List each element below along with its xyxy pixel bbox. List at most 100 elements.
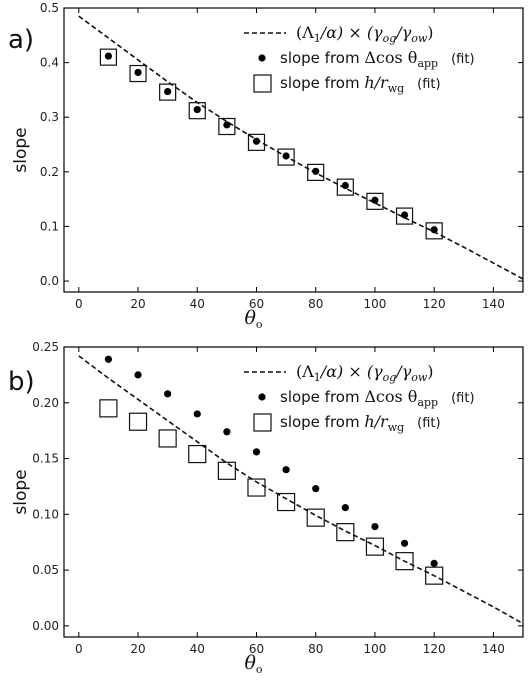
x-tick-label: 100 — [363, 642, 386, 656]
y-tick-label: 0.25 — [32, 340, 59, 354]
legend-label-h-rwg: slope from h/rwg (fit) — [280, 73, 441, 95]
point-h-rwg — [99, 399, 118, 418]
point-h-rwg — [277, 148, 295, 166]
point-h-rwg — [425, 222, 443, 240]
y-tick-label: 0.10 — [32, 507, 59, 521]
x-tick-label: 80 — [308, 642, 323, 656]
point-h-rwg — [307, 163, 325, 181]
point-cos — [341, 504, 349, 512]
y-tick-label: 0.15 — [32, 452, 59, 466]
point-cos — [371, 196, 379, 204]
point-h-rwg — [395, 207, 414, 225]
point-cos — [193, 410, 201, 418]
plot-frame — [63, 346, 524, 638]
x-tick-label: 140 — [482, 297, 505, 311]
panel-label: a) — [8, 25, 34, 55]
point-h-rwg — [218, 117, 236, 136]
legend-swatch-h-rwg — [253, 74, 272, 93]
legend: (Λ1/α) × (γog/γow) slope from Δcos θapp (… — [244, 23, 475, 95]
point-h-rwg — [99, 48, 118, 66]
y-tick-label: 0.1 — [40, 219, 59, 233]
point-cos — [371, 522, 379, 531]
x-tick-label: 120 — [423, 642, 446, 656]
chart-panel-b: 0 20 40 60 80 100 120 140 0.00 0.05 0.10 0.15 0.20 0.… — [8, 340, 524, 676]
point-cos — [164, 87, 172, 96]
x-tick-label: 0 — [75, 297, 83, 311]
x-axis-label: θo — [244, 307, 262, 331]
y-tick-label: 0.20 — [32, 396, 59, 410]
plot-frame — [63, 7, 524, 293]
legend-label-h-rwg: slope from h/rwg (fit) — [280, 412, 441, 434]
legend-label-cos: slope from Δcos θapp (fit) — [280, 48, 475, 70]
x-axis-label: θo — [244, 652, 262, 676]
point-h-rwg — [128, 412, 148, 431]
point-h-rwg — [425, 566, 444, 585]
point-cos — [134, 371, 142, 379]
point-h-rwg — [188, 102, 206, 120]
point-h-rwg — [366, 192, 384, 210]
point-cos — [164, 390, 172, 398]
x-tick-label: 20 — [130, 297, 145, 311]
y-tick-label: 0.3 — [40, 110, 59, 124]
point-h-rwg — [306, 508, 325, 527]
x-tick-label: 140 — [482, 642, 505, 656]
point-cos — [193, 105, 201, 114]
x-tick-label: 20 — [130, 642, 145, 656]
legend-swatch-cos — [258, 393, 266, 401]
point-cos — [104, 52, 113, 60]
legend: (Λ1/α) × (γog/γow) slope from Δcos θapp (… — [244, 362, 475, 434]
legend-label-theory: (Λ1/α) × (γog/γow) — [296, 23, 434, 45]
legend-label-cos: slope from Δcos θapp (fit) — [280, 387, 475, 409]
point-cos — [282, 466, 290, 474]
point-h-rwg — [247, 133, 266, 151]
x-tick-label: 40 — [190, 642, 205, 656]
x-tick-label: 100 — [363, 297, 386, 311]
point-h-rwg — [336, 178, 354, 196]
point-cos — [400, 211, 409, 219]
point-h-rwg — [159, 83, 177, 101]
point-h-rwg — [129, 64, 147, 83]
panel-label: b) — [8, 367, 35, 397]
legend-swatch-cos — [258, 54, 266, 62]
y-tick-label: 0.00 — [32, 619, 59, 633]
chart-panel-a: 0 20 40 60 80 100 120 140 0.0 0.1 0.2 0.3 0.4 0.5 slop… — [8, 1, 524, 331]
point-h-rwg — [247, 478, 266, 497]
y-axis-label: slope — [11, 469, 31, 514]
y-tick-label: 0.4 — [40, 56, 59, 70]
point-cos — [282, 152, 290, 160]
series-line-theory — [78, 15, 523, 280]
point-h-rwg — [395, 552, 414, 571]
legend-swatch-h-rwg — [253, 413, 272, 432]
point-cos — [223, 428, 231, 436]
point-cos — [430, 226, 438, 234]
point-h-rwg — [276, 492, 296, 512]
point-h-rwg — [158, 429, 177, 448]
x-tick-label: 0 — [75, 642, 83, 656]
point-cos — [312, 485, 320, 493]
point-cos — [430, 559, 438, 567]
y-tick-label: 0.05 — [32, 563, 59, 577]
point-h-rwg — [336, 523, 355, 542]
x-tick-label: 120 — [423, 297, 446, 311]
point-h-rwg — [365, 537, 385, 556]
x-tick-label: 60 — [249, 642, 264, 656]
y-tick-label: 0.0 — [40, 274, 59, 288]
x-tick-label: 80 — [308, 297, 323, 311]
series-line-theory — [78, 355, 523, 625]
x-tick-label: 60 — [249, 297, 264, 311]
y-axis-label: slope — [11, 127, 31, 172]
point-cos — [134, 68, 142, 77]
point-cos — [341, 181, 349, 190]
point-h-rwg — [188, 444, 207, 464]
point-cos — [252, 448, 261, 456]
point-h-rwg — [217, 461, 236, 480]
point-cos — [312, 167, 320, 175]
y-tick-label: 0.2 — [40, 165, 59, 179]
x-tick-label: 40 — [190, 297, 205, 311]
y-tick-label: 0.5 — [40, 1, 59, 15]
point-cos — [252, 137, 261, 145]
legend-label-theory: (Λ1/α) × (γog/γow) — [296, 362, 434, 384]
point-cos — [400, 539, 409, 547]
point-cos — [104, 355, 113, 363]
